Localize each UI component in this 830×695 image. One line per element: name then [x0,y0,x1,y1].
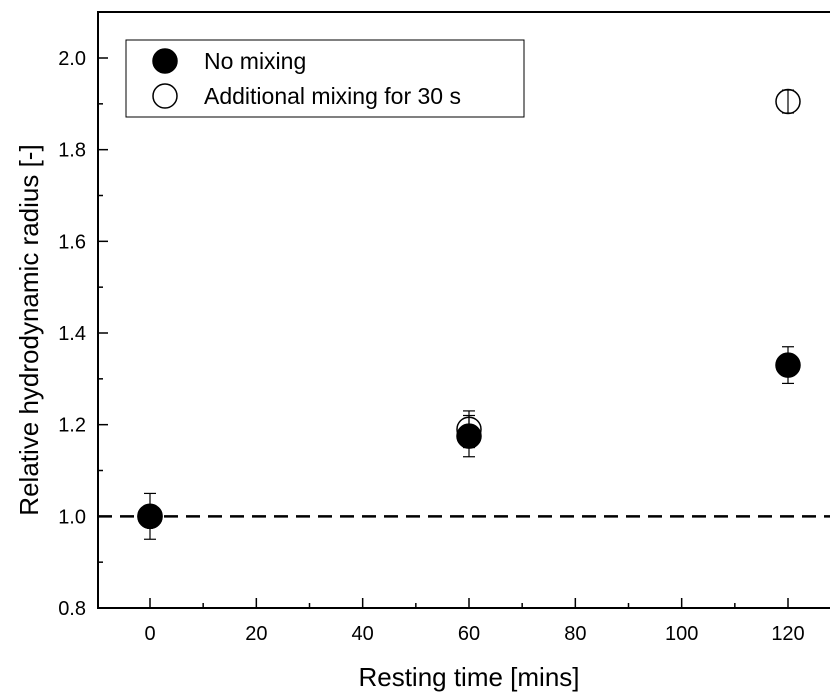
data-point [775,352,801,378]
legend-label-additional-mixing: Additional mixing for 30 s [204,83,461,109]
x-tick-label: 120 [771,623,804,645]
y-tick-label: 2.0 [58,48,86,70]
y-tick-label: 1.0 [58,506,86,528]
x-tick-label: 0 [144,623,155,645]
plot-frame [97,11,830,609]
y-tick-label: 1.4 [58,323,86,345]
y-tick-label: 1.2 [58,415,86,437]
legend-box [125,39,525,118]
data-point [775,88,801,115]
data-layer [137,88,801,540]
x-tick-label: 100 [665,623,698,645]
legend-marker-additional-mixing [152,83,178,109]
y-tick-label: 1.6 [58,231,86,253]
series-additional-mixing [137,88,801,530]
legend-marker-no-mixing [152,48,178,74]
x-tick-label: 20 [245,623,267,645]
legend-label-no-mixing: No mixing [204,48,306,74]
legend: No mixing Additional mixing for 30 s [125,39,525,118]
x-tick-label: 40 [352,623,374,645]
y-axis-title: Relative hydrodynamic radius [-] [14,144,44,515]
axis-ticks: 0 20 40 60 80 100 120 0.8 1.0 1.2 1.4 1.6 1.8 2.0 [58,11,805,645]
x-tick-label: 80 [564,623,586,645]
x-tick-label: 60 [458,623,480,645]
x-axis-title: Resting time [mins] [358,662,579,692]
y-tick-label: 0.8 [58,598,86,620]
data-point [456,416,482,442]
y-tick-label: 1.8 [58,140,86,162]
data-point [137,503,163,530]
